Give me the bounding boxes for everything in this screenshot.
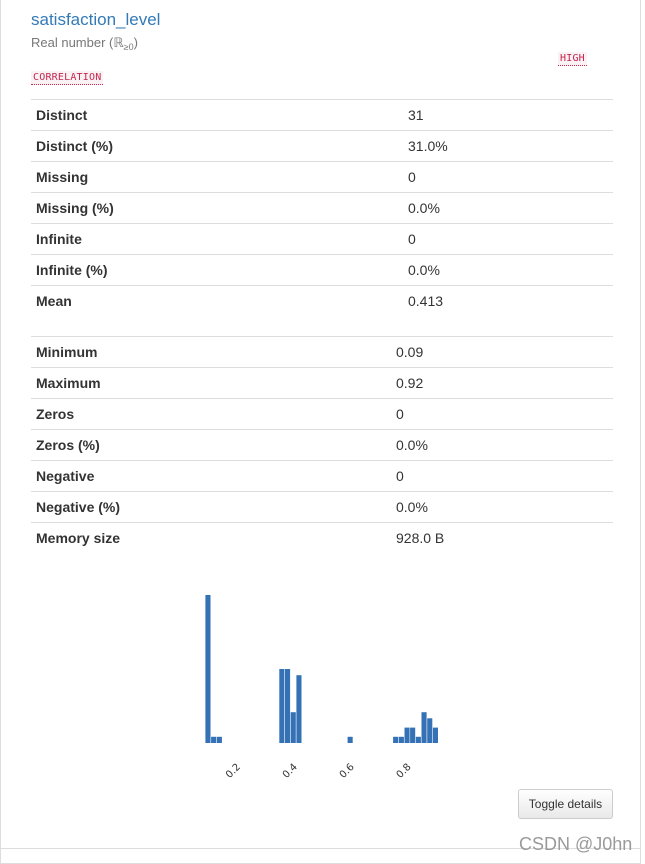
- stat-label: Distinct (%): [31, 130, 403, 162]
- stat-label: Zeros: [31, 398, 391, 430]
- table-row: Infinite (%) 0.0%: [31, 254, 613, 286]
- table-row: Zeros 0: [31, 398, 613, 430]
- stat-value: 31: [403, 99, 613, 131]
- stat-value: 0.0%: [403, 254, 613, 286]
- table-row: Infinite 0: [31, 223, 613, 255]
- stat-label: Missing: [31, 161, 403, 193]
- stat-value: 0.09: [391, 336, 613, 368]
- histogram-bar: [410, 727, 416, 743]
- stat-label: Infinite: [31, 223, 403, 255]
- stat-label: Memory size: [31, 522, 391, 554]
- histogram-bar: [290, 712, 296, 743]
- stat-label: Infinite (%): [31, 254, 403, 286]
- x-tick-label: 0.8: [395, 762, 414, 781]
- stat-value: 0.0%: [403, 192, 613, 224]
- histogram-bar: [279, 669, 285, 743]
- watermark: CSDN @J0hn: [519, 834, 633, 854]
- table-row: Maximum 0.92: [31, 367, 613, 399]
- histogram-bar: [347, 736, 353, 743]
- table-row: Missing 0: [31, 161, 613, 193]
- histogram-bar: [205, 595, 211, 743]
- correlation-badge: CORRELATION: [31, 71, 104, 85]
- table-row: Negative 0: [31, 460, 613, 492]
- stat-value: 31.0%: [403, 130, 613, 162]
- histogram-bar: [421, 712, 427, 743]
- histogram-bar: [285, 669, 291, 743]
- histogram-bar: [427, 718, 433, 743]
- histogram-bar: [404, 727, 410, 743]
- histogram-bar: [393, 736, 399, 743]
- toggle-details-button[interactable]: Toggle details: [518, 789, 613, 819]
- stat-label: Distinct: [31, 99, 403, 131]
- histogram-chart: 0.2 0.4 0.6 0.8: [205, 595, 438, 781]
- x-tick-label: 0.6: [338, 762, 357, 781]
- stat-value: 0: [391, 460, 613, 492]
- variable-type-close: ): [133, 35, 138, 50]
- stat-label: Maximum: [31, 367, 391, 399]
- stat-label: Minimum: [31, 336, 391, 368]
- histogram-bar: [432, 727, 438, 743]
- stat-value: 0.92: [391, 367, 613, 399]
- table-row: Memory size 928.0 B: [31, 522, 613, 554]
- stat-label: Mean: [31, 285, 403, 317]
- histogram-bar: [216, 736, 222, 743]
- stat-value: 0: [391, 398, 613, 430]
- variable-type-sub: ≥0: [123, 42, 134, 52]
- variable-type: Real number (ℝ≥0): [31, 35, 138, 52]
- variable-name[interactable]: satisfaction_level: [31, 10, 161, 29]
- stat-value: 0.0%: [391, 429, 613, 461]
- histogram-bar: [398, 736, 404, 743]
- stat-value: 0: [403, 223, 613, 255]
- stats-table-left: Distinct 31 Distinct (%) 31.0% Missing 0 Mi…: [31, 99, 613, 317]
- x-tick-label: 0.2: [224, 762, 243, 781]
- table-row: Distinct (%) 31.0%: [31, 130, 613, 162]
- stat-label: Negative: [31, 460, 391, 492]
- stat-value: 0.0%: [391, 491, 613, 523]
- x-tick-label: 0.4: [281, 762, 300, 781]
- histogram-bar: [415, 736, 421, 743]
- stat-label: Missing (%): [31, 192, 403, 224]
- table-row: Mean 0.413: [31, 285, 613, 317]
- stat-label: Negative (%): [31, 491, 391, 523]
- histogram-bar: [296, 675, 302, 743]
- table-row: Missing (%) 0.0%: [31, 192, 613, 224]
- stat-value: 928.0 B: [391, 522, 613, 554]
- table-row: Negative (%) 0.0%: [31, 491, 613, 523]
- stat-value: 0: [403, 161, 613, 193]
- stat-label: Zeros (%): [31, 429, 391, 461]
- stats-table-right: Minimum 0.09 Maximum 0.92 Zeros 0 Zeros (%)…: [31, 336, 613, 554]
- histogram-bar: [211, 736, 217, 743]
- table-row: Minimum 0.09: [31, 336, 613, 368]
- stat-value: 0.413: [403, 285, 613, 317]
- high-badge: HIGH: [558, 52, 587, 66]
- table-row: Zeros (%) 0.0%: [31, 429, 613, 461]
- bottom-divider: [0, 848, 641, 849]
- variable-type-text: Real number (ℝ: [31, 35, 124, 50]
- table-row: Distinct 31: [31, 99, 613, 131]
